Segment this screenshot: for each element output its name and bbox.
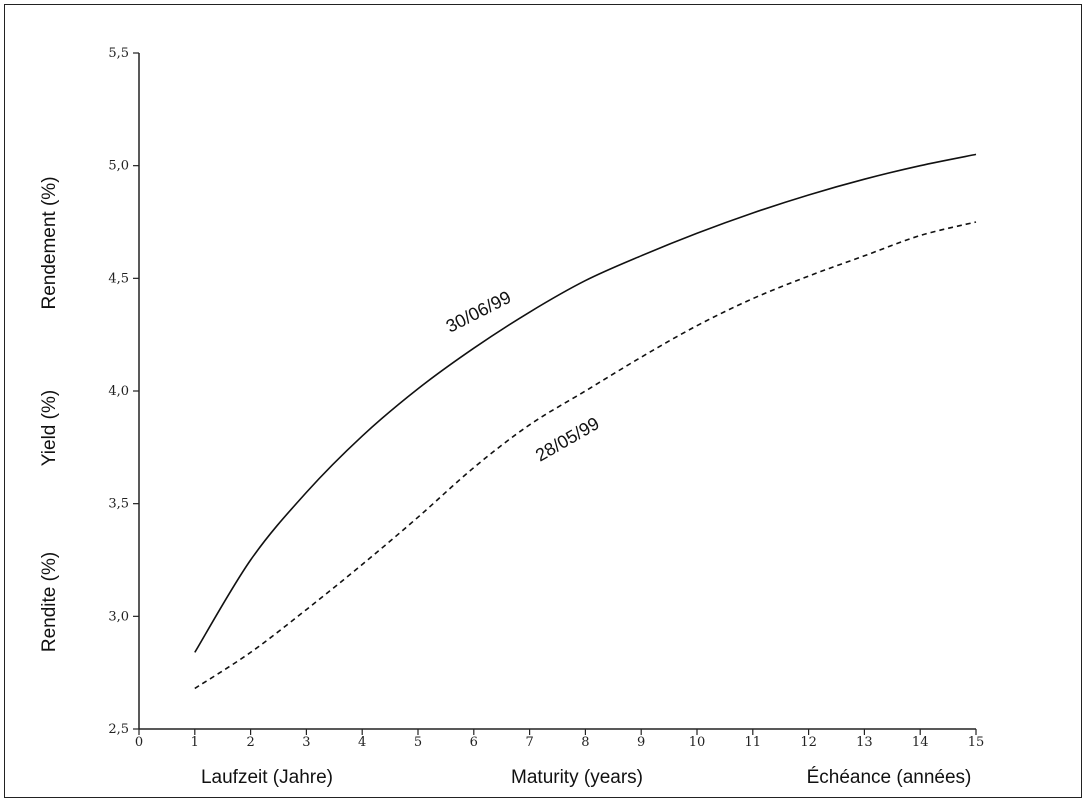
x-tick-label: 6: [470, 735, 478, 750]
series-line-28-05-99: [194, 221, 977, 690]
x-tick-label: 1: [191, 735, 199, 750]
x-tick-label: 9: [637, 735, 645, 750]
x-axis-title-english: Maturity (years): [511, 767, 643, 788]
x-tick-label: 15: [968, 735, 985, 750]
series-layer: [194, 153, 977, 690]
x-tick-label: 14: [912, 735, 929, 750]
x-tick-label: 8: [581, 735, 589, 750]
x-tick-label: 12: [800, 735, 817, 750]
x-tick-label: 5: [414, 735, 422, 750]
x-axis-title-french: Échéance (années): [807, 767, 972, 788]
chart-frame: [4, 4, 1082, 798]
x-tick-label: 4: [358, 735, 366, 750]
y-tick-label: 4,5: [108, 271, 129, 286]
x-tick-label: 7: [525, 735, 533, 750]
y-axis-title-french: Rendement (%): [39, 176, 60, 309]
x-tick-label: 3: [302, 735, 310, 750]
x-tick-label: 13: [856, 735, 873, 750]
y-tick-label: 4,0: [108, 384, 129, 399]
x-tick-label: 10: [689, 735, 706, 750]
x-axis-title-german: Laufzeit (Jahre): [201, 767, 333, 788]
y-tick-label: 3,5: [108, 497, 129, 512]
y-axis-title-german: Rendite (%): [39, 552, 60, 652]
series-line-30-06-99: [194, 153, 977, 653]
y-tick-label: 5,5: [108, 46, 129, 61]
x-axis-ticks: 0 1 2 3 4 5 6 7 8 9 10 11 12 13 14 15: [135, 729, 984, 750]
y-tick-label: 5,0: [108, 159, 129, 174]
x-tick-label: 0: [135, 735, 143, 750]
y-axis-ticks: 2,5 3,0 3,5 4,0 4,5 5,0 5,5: [108, 46, 139, 737]
y-axis-title-english: Yield (%): [39, 390, 60, 466]
y-tick-label: 3,0: [108, 609, 129, 624]
y-tick-label: 2,5: [108, 722, 129, 737]
x-tick-label: 2: [246, 735, 254, 750]
label-28-05-99: 28/05/99: [532, 413, 603, 465]
x-tick-label: 11: [745, 735, 762, 750]
